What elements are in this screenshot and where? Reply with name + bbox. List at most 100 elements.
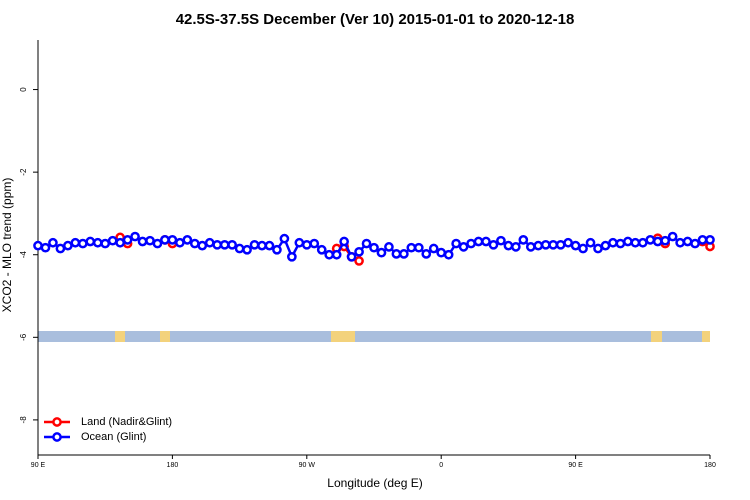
data-point xyxy=(346,251,357,262)
data-point xyxy=(301,239,312,250)
x-tick-label: 0 xyxy=(439,462,443,469)
data-point xyxy=(249,239,260,250)
data-point xyxy=(466,238,476,249)
data-point xyxy=(115,237,125,248)
data-point xyxy=(451,238,461,249)
data-point xyxy=(85,236,96,247)
data-point xyxy=(182,235,193,245)
data-point xyxy=(578,243,588,254)
data-point xyxy=(77,238,88,249)
data-point xyxy=(33,240,43,251)
data-point xyxy=(294,237,305,248)
data-point xyxy=(204,237,215,248)
x-axis-label: Longitude (deg E) xyxy=(327,476,422,490)
data-point xyxy=(369,242,379,253)
data-point xyxy=(384,242,394,252)
data-point xyxy=(667,231,678,242)
data-point xyxy=(257,240,267,251)
legend-marker xyxy=(52,432,62,442)
data-point xyxy=(518,235,529,245)
data-point xyxy=(428,243,439,254)
data-point xyxy=(48,237,58,248)
data-point xyxy=(40,242,51,253)
data-point xyxy=(152,238,163,249)
data-point xyxy=(219,239,230,250)
data-point xyxy=(697,235,708,245)
data-point xyxy=(122,235,133,245)
data-point xyxy=(413,242,424,253)
data-point xyxy=(242,244,252,255)
data-point xyxy=(623,236,633,247)
y-tick-label: -2 xyxy=(19,168,28,176)
land-strip xyxy=(331,331,355,342)
data-point xyxy=(608,237,618,248)
data-point xyxy=(421,249,432,259)
y-tick-label: -4 xyxy=(19,251,28,259)
data-point xyxy=(682,236,693,247)
data-point xyxy=(406,242,417,253)
data-point xyxy=(652,236,663,247)
data-point xyxy=(391,249,402,259)
data-point xyxy=(660,235,671,246)
y-axis-label: XCO2 - MLO trend (ppm) xyxy=(0,178,14,313)
data-point xyxy=(287,251,297,262)
data-point xyxy=(525,242,536,252)
data-point xyxy=(137,236,148,247)
data-point xyxy=(212,239,223,250)
data-point xyxy=(645,235,656,245)
data-point xyxy=(63,240,73,251)
data-point xyxy=(354,256,364,266)
data-point xyxy=(705,235,715,245)
data-point xyxy=(585,237,596,248)
ocean-strip xyxy=(38,331,710,342)
data-point xyxy=(473,236,484,247)
data-point xyxy=(324,249,335,260)
legend-label: Ocean (Glint) xyxy=(81,431,146,443)
data-point xyxy=(264,240,275,251)
data-point xyxy=(436,247,447,258)
data-point xyxy=(548,239,559,250)
data-point xyxy=(100,238,111,249)
data-point xyxy=(309,238,320,249)
data-point xyxy=(570,240,581,251)
data-point xyxy=(175,237,185,248)
x-tick-label: 90 E xyxy=(568,462,583,469)
data-point xyxy=(145,235,155,246)
data-point xyxy=(279,233,290,244)
data-point xyxy=(630,237,641,248)
data-point xyxy=(189,238,200,249)
data-point xyxy=(600,240,611,251)
x-tick-label: 180 xyxy=(167,462,179,469)
data-point xyxy=(167,235,178,245)
data-point xyxy=(496,235,506,246)
land-strip xyxy=(702,331,710,342)
data-point xyxy=(675,237,685,248)
data-point xyxy=(533,240,544,251)
data-point xyxy=(361,238,372,249)
land-strip xyxy=(651,331,662,342)
data-point xyxy=(488,239,499,250)
data-point xyxy=(55,243,66,254)
data-point xyxy=(130,231,140,242)
data-point xyxy=(234,243,245,254)
surface-strip xyxy=(38,331,710,342)
x-tick-label: 90 E xyxy=(31,462,46,469)
data-point xyxy=(92,237,103,248)
data-point xyxy=(160,235,170,245)
y-tick-label: -6 xyxy=(19,333,28,341)
data-point xyxy=(540,239,551,250)
data-point xyxy=(107,235,118,246)
data-point xyxy=(615,238,626,249)
data-point xyxy=(70,237,81,248)
data-point xyxy=(563,237,573,248)
data-point xyxy=(481,236,491,247)
x-tick-label: 180 xyxy=(704,462,716,469)
legend-marker xyxy=(52,417,62,427)
y-tick-label: -8 xyxy=(19,416,28,424)
data-point xyxy=(555,239,566,250)
data-point xyxy=(443,249,454,260)
data-point xyxy=(458,242,469,252)
data-point xyxy=(593,243,603,254)
data-point xyxy=(511,242,521,252)
